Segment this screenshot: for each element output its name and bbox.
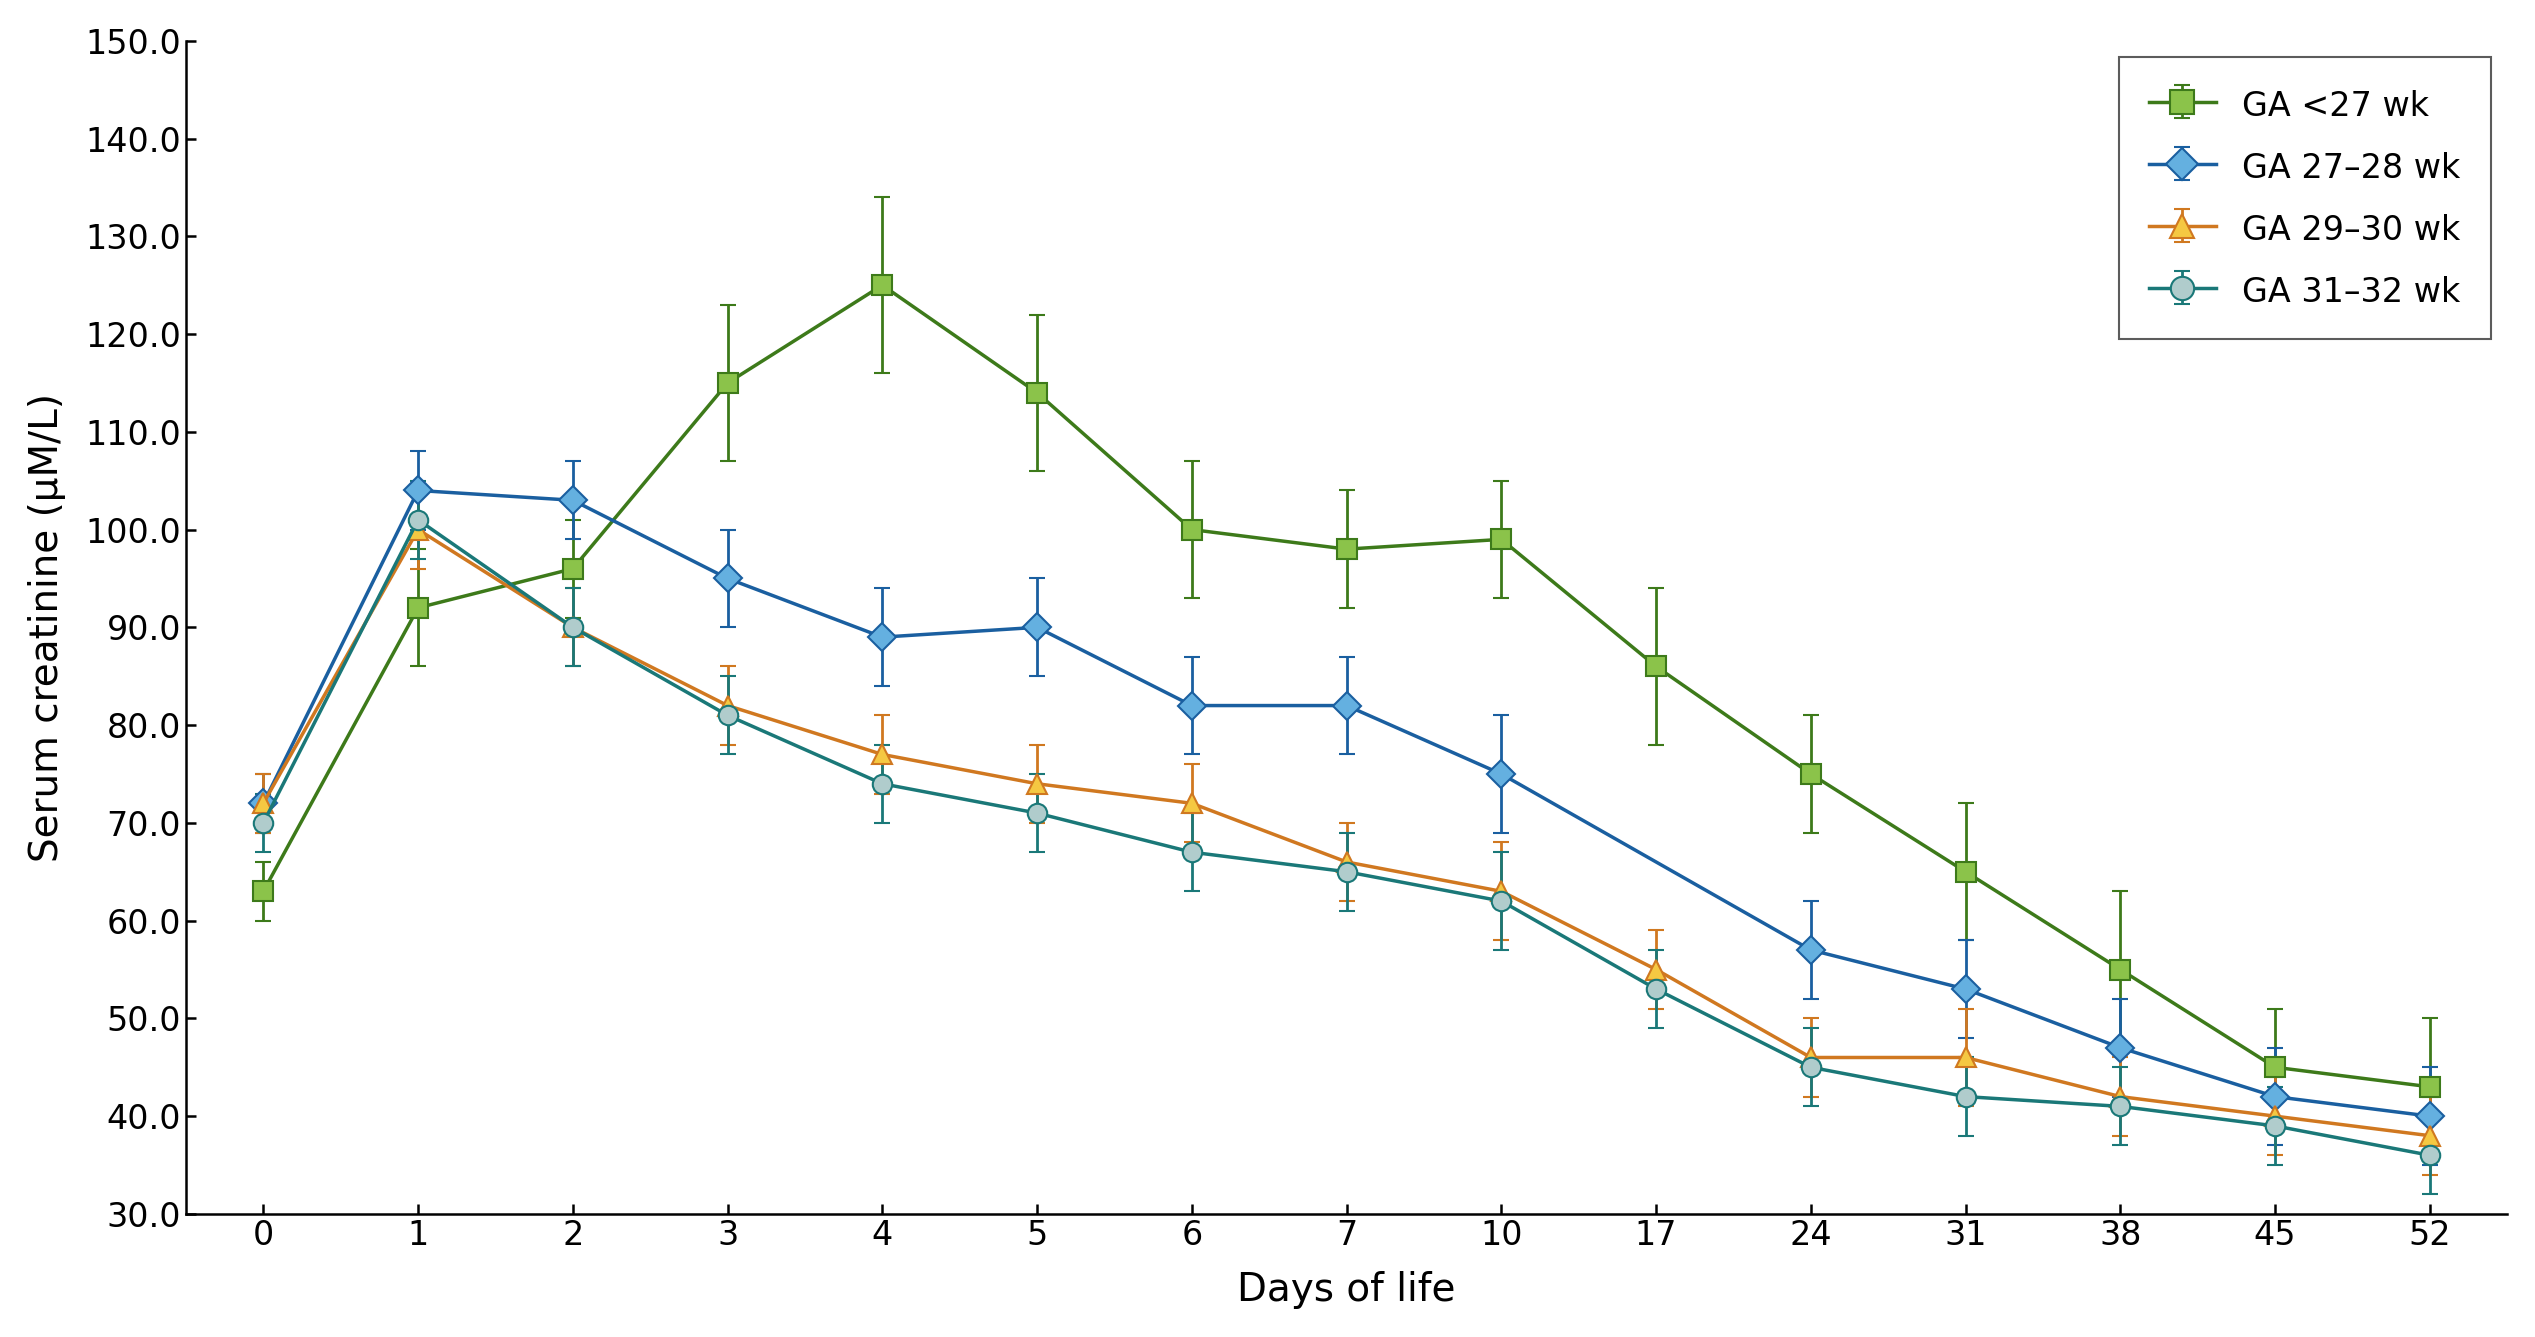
Y-axis label: Serum creatinine (μM/L): Serum creatinine (μM/L) [28,393,66,862]
X-axis label: Days of life: Days of life [1237,1271,1455,1309]
Legend: GA <27 wk, GA 27–28 wk, GA 29–30 wk, GA 31–32 wk: GA <27 wk, GA 27–28 wk, GA 29–30 wk, GA … [2119,57,2489,338]
